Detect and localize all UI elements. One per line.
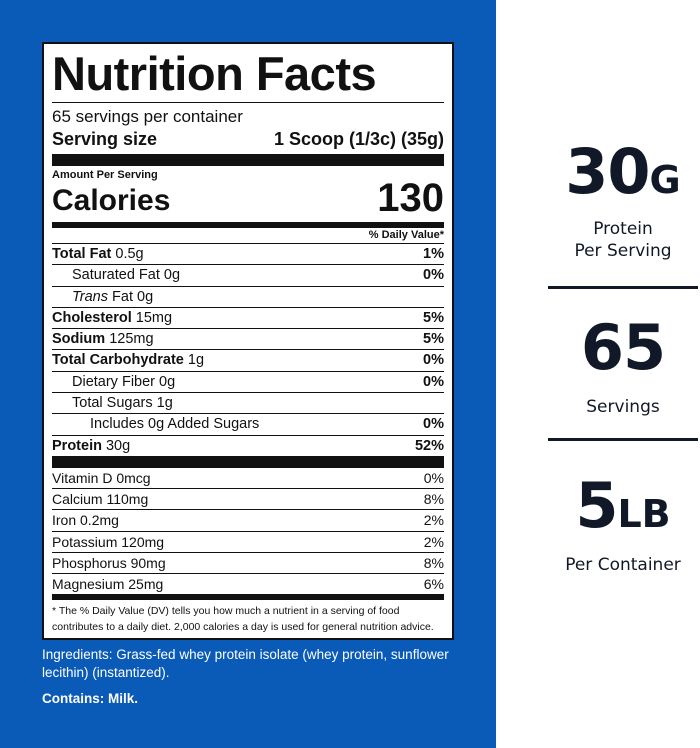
daily-value-footnote: * The % Daily Value (DV) tells you how m… (52, 605, 434, 634)
vitamin-name: Phosphorus (52, 554, 127, 571)
nutrient-row-protein: Protein 30g 52% (52, 436, 444, 456)
nutrient-row-cholesterol: Cholesterol 15mg 5% (52, 308, 444, 330)
allergen-contains: Contains: Milk. (42, 691, 139, 706)
servings-per-container: 65 servings per container (52, 107, 243, 126)
stat-caption: Per Container (565, 555, 681, 575)
serving-size-value: 1 Scoop (1/3c) (35g) (273, 129, 444, 149)
nutrient-name: Dietary Fiber (72, 373, 155, 390)
stat-divider (548, 286, 698, 289)
thick-divider (52, 455, 444, 468)
nutrient-dv: 0% (423, 352, 444, 369)
nutrient-name: Sodium (52, 331, 106, 348)
vitamin-row-phosphorus: Phosphorus 90mg 8% (52, 553, 444, 574)
calories-row: Calories 130 (52, 178, 444, 218)
thick-divider (52, 154, 444, 166)
nutrient-name: Cholesterol (52, 309, 132, 326)
nutrient-dv: 52% (414, 437, 444, 454)
vitamin-dv: 8% (423, 491, 444, 508)
daily-value-header: % Daily Value* (52, 228, 444, 244)
nutrient-amount: 30g (105, 437, 131, 454)
stat-unit: G (649, 158, 681, 202)
nutrient-dv: 0% (423, 416, 444, 433)
vitamin-row-magnesium: Magnesium 25mg 6% (52, 574, 444, 594)
stat-servings: 65 Servings (548, 316, 698, 418)
stat-number: 5 (575, 469, 618, 542)
nutrient-row-dietary-fiber: Dietary Fiber 0g 0% (52, 372, 444, 394)
stat-caption: Protein (593, 219, 653, 239)
stat-caption: Servings (586, 397, 660, 417)
nutrient-name: Saturated Fat (72, 267, 160, 284)
vitamin-name: Vitamin D (52, 469, 113, 486)
vitamin-row-calcium: Calcium 110mg 8% (52, 489, 444, 511)
nutrient-amount: 0.5g (115, 246, 144, 262)
nutrient-row-total-fat: Total Fat 0.5g 1% (52, 244, 444, 266)
nutrition-facts-label: Nutrition Facts 65 servings per containe… (42, 42, 454, 640)
vitamin-amount: 0mcg (116, 469, 151, 486)
nutrient-amount: 0g (163, 267, 181, 284)
nutrient-amount: 15mg (135, 309, 173, 326)
stat-number: 65 (580, 311, 666, 384)
vitamin-row-potassium: Potassium 120mg 2% (52, 532, 444, 553)
calories-value: 130 (377, 176, 444, 220)
serving-size-label: Serving size (52, 129, 158, 149)
vitamin-dv: 2% (423, 533, 444, 550)
nutrient-dv: 0% (423, 267, 444, 284)
medium-divider (52, 222, 444, 228)
nutrient-dv: 5% (423, 309, 444, 326)
nutrient-name-suffix: Fat (112, 288, 133, 305)
vitamin-amount: 110mg (106, 491, 149, 508)
stat-weight: 5LB Per Container (548, 474, 698, 576)
vitamin-name: Potassium (52, 533, 118, 550)
nutrient-name: Trans (72, 288, 108, 305)
vitamin-amount: 120mg (121, 533, 165, 550)
vitamin-dv: 6% (423, 575, 444, 592)
nutrient-row-added-sugars: Includes 0g Added Sugars 0% (52, 414, 444, 436)
calories-label: Calories (52, 184, 171, 217)
stat-caption-line2: Per Serving (574, 241, 672, 261)
vitamin-row-vitamin-d: Vitamin D 0mcg 0% (52, 468, 444, 490)
ingredients-text: Ingredients: Grass-fed whey protein isol… (42, 647, 449, 680)
stat-number: 30 (565, 135, 650, 208)
nutrient-row-saturated-fat: Saturated Fat 0g 0% (52, 265, 444, 287)
nutrient-amount: 0g (137, 288, 154, 305)
vitamin-dv: 8% (423, 554, 444, 571)
divider (52, 102, 444, 103)
stat-value: 5LB (548, 474, 698, 546)
nutrient-amount: 1g (187, 352, 205, 369)
vitamin-name: Calcium (52, 491, 103, 508)
vitamin-amount: 25mg (128, 575, 164, 592)
stat-unit: LB (617, 492, 671, 536)
nutrient-row-trans-fat: Trans Fat 0g (52, 287, 444, 308)
vitamin-name: Iron (52, 512, 77, 529)
nutrient-row-total-sugars: Total Sugars 1g (52, 393, 444, 415)
vitamin-name: Magnesium (52, 575, 125, 592)
stat-divider (548, 438, 698, 441)
nutrient-amount: 0g (159, 373, 176, 390)
nutrient-amount: 1g (156, 395, 173, 412)
label-title: Nutrition Facts (52, 47, 377, 100)
vitamin-dv: 0% (423, 469, 444, 486)
stat-value: 30G (548, 140, 698, 212)
medium-divider (52, 594, 444, 601)
nutrient-name: Total Fat (52, 246, 112, 262)
nutrient-dv: 0% (423, 373, 444, 390)
nutrient-name: Protein (52, 437, 102, 454)
vitamin-amount: 90mg (130, 554, 166, 571)
stat-protein: 30G Protein Per Serving (548, 140, 698, 262)
nutrient-row-sodium: Sodium 125mg 5% (52, 329, 444, 351)
nutrient-name: Total Sugars (72, 395, 153, 412)
stat-value: 65 (548, 316, 698, 388)
serving-size-row: Serving size 1 Scoop (1/3c) (35g) (52, 127, 444, 151)
nutrient-row-total-carbohydrate: Total Carbohydrate 1g 0% (52, 350, 444, 372)
nutrient-amount: 125mg (109, 331, 154, 348)
vitamin-row-iron: Iron 0.2mg 2% (52, 510, 444, 532)
nutrient-name: Total Carbohydrate (52, 352, 184, 369)
amount-per-serving: Amount Per Serving (52, 169, 158, 181)
vitamin-dv: 2% (423, 512, 444, 529)
vitamin-amount: 0.2mg (80, 512, 119, 529)
nutrient-name: Includes 0g Added Sugars (90, 416, 260, 433)
nutrient-dv: 1% (423, 246, 444, 262)
nutrient-dv: 5% (423, 331, 444, 348)
